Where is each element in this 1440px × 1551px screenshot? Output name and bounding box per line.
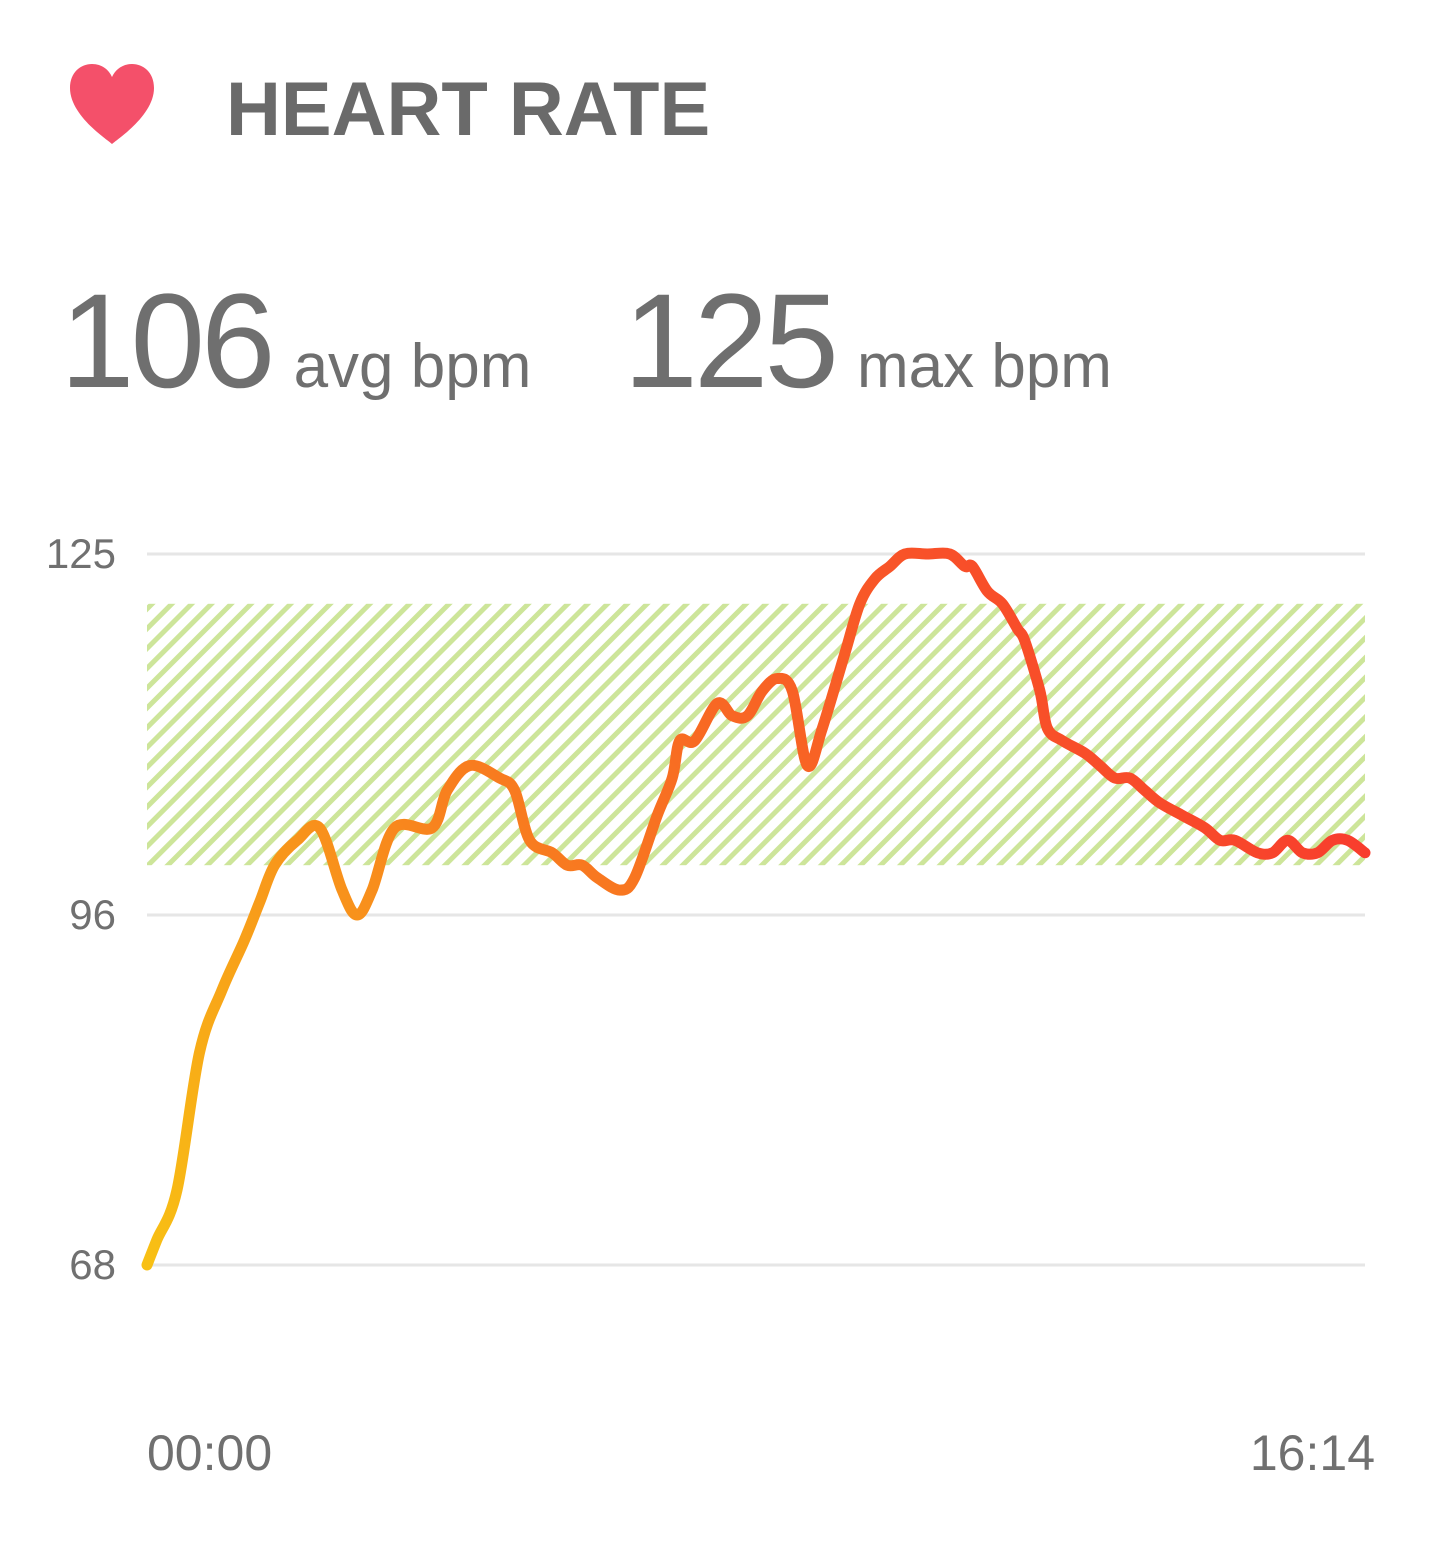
- target-zone: [147, 603, 1365, 866]
- x-tick-label: 00:00: [147, 1425, 272, 1481]
- avg-bpm-unit: avg bpm: [293, 332, 532, 401]
- avg-bpm-value: 106: [60, 267, 276, 416]
- max-bpm-unit: max bpm: [856, 332, 1112, 401]
- max-stat: 125 max bpm: [623, 265, 1112, 418]
- y-axis-ticks: 125 96 68: [46, 530, 116, 1288]
- y-tick-label: 125: [46, 530, 116, 577]
- y-tick-label: 68: [69, 1241, 116, 1288]
- avg-stat: 106 avg bpm: [60, 265, 531, 418]
- x-axis-ticks: 00:00 16:14: [147, 1425, 1375, 1481]
- max-bpm-value: 125: [623, 267, 839, 416]
- y-tick-label: 96: [69, 891, 116, 938]
- x-tick-label: 16:14: [1250, 1425, 1375, 1481]
- page-title: HEART RATE: [226, 67, 711, 152]
- heart-icon: [70, 64, 154, 144]
- stats-summary: 106 avg bpm 125 max bpm: [60, 265, 1112, 418]
- header: [64, 60, 160, 150]
- heart-rate-line: [141, 547, 1371, 1271]
